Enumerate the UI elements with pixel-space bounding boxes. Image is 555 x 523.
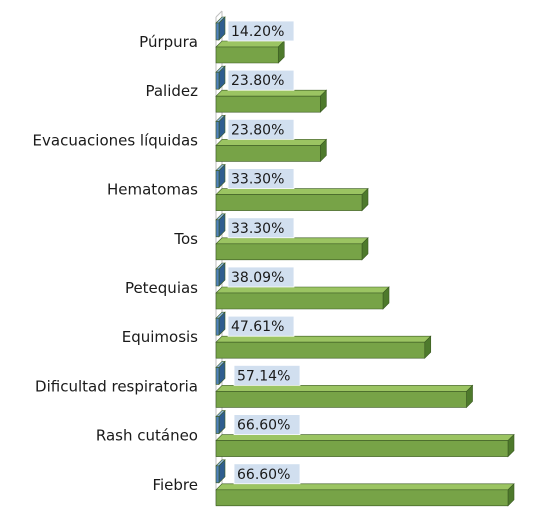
category-label: Tos	[173, 230, 198, 248]
bar-series-2	[215, 89, 328, 113]
bar-series-2	[215, 483, 515, 507]
data-label-box	[227, 20, 295, 42]
bar-series-2	[215, 187, 369, 212]
data-label-box	[227, 266, 295, 288]
bar-series-1	[215, 65, 226, 90]
data-label-box	[227, 119, 295, 140]
data-label: 38.09%	[231, 270, 284, 286]
category-label: Petequias	[125, 279, 198, 297]
bar-series-1	[215, 311, 226, 336]
bar-series-2	[215, 138, 328, 163]
bar-series-1	[215, 360, 226, 386]
category-label: Dificultad respiratoria	[35, 377, 198, 395]
bar-series-1	[215, 459, 226, 484]
data-label-box	[227, 168, 295, 190]
category-label: Evacuaciones líquidas	[33, 131, 199, 149]
category-label: Fiebre	[152, 476, 198, 494]
bar-series-2	[215, 237, 369, 261]
bar-series-2	[215, 335, 432, 359]
bar-series-1	[215, 262, 226, 287]
data-label: 14.20%	[231, 24, 284, 40]
data-label-box	[233, 414, 301, 436]
category-label: Púrpura	[139, 33, 198, 51]
y-axis-depth-line	[215, 10, 223, 18]
bar-series-2	[215, 384, 474, 409]
data-label: 66.60%	[237, 418, 290, 434]
data-label-box	[233, 463, 301, 485]
bar-series-2	[215, 433, 515, 458]
data-label: 33.30%	[231, 172, 284, 188]
bar-series-2	[215, 286, 390, 310]
category-label: Hematomas	[107, 181, 198, 199]
data-label-box	[233, 364, 301, 386]
data-label: 23.80%	[231, 122, 284, 138]
data-label-box	[227, 217, 295, 239]
bar-series-1	[215, 114, 226, 140]
data-label: 47.61%	[231, 319, 284, 335]
category-label: Rash cutáneo	[96, 427, 198, 445]
bar-series-1	[215, 163, 226, 189]
data-label: 23.80%	[231, 73, 284, 89]
data-label: 33.30%	[231, 221, 284, 237]
data-label: 57.14%	[237, 368, 290, 384]
bar-series-1	[215, 213, 226, 238]
data-label: 66.60%	[237, 467, 290, 483]
bar-series-1	[215, 409, 226, 435]
bar-series-1	[215, 16, 226, 41]
category-label: Equimosis	[122, 328, 198, 346]
data-label-box	[227, 69, 295, 91]
data-label-box	[227, 315, 295, 337]
bar-series-2	[215, 40, 285, 64]
category-label: Palidez	[145, 82, 198, 100]
